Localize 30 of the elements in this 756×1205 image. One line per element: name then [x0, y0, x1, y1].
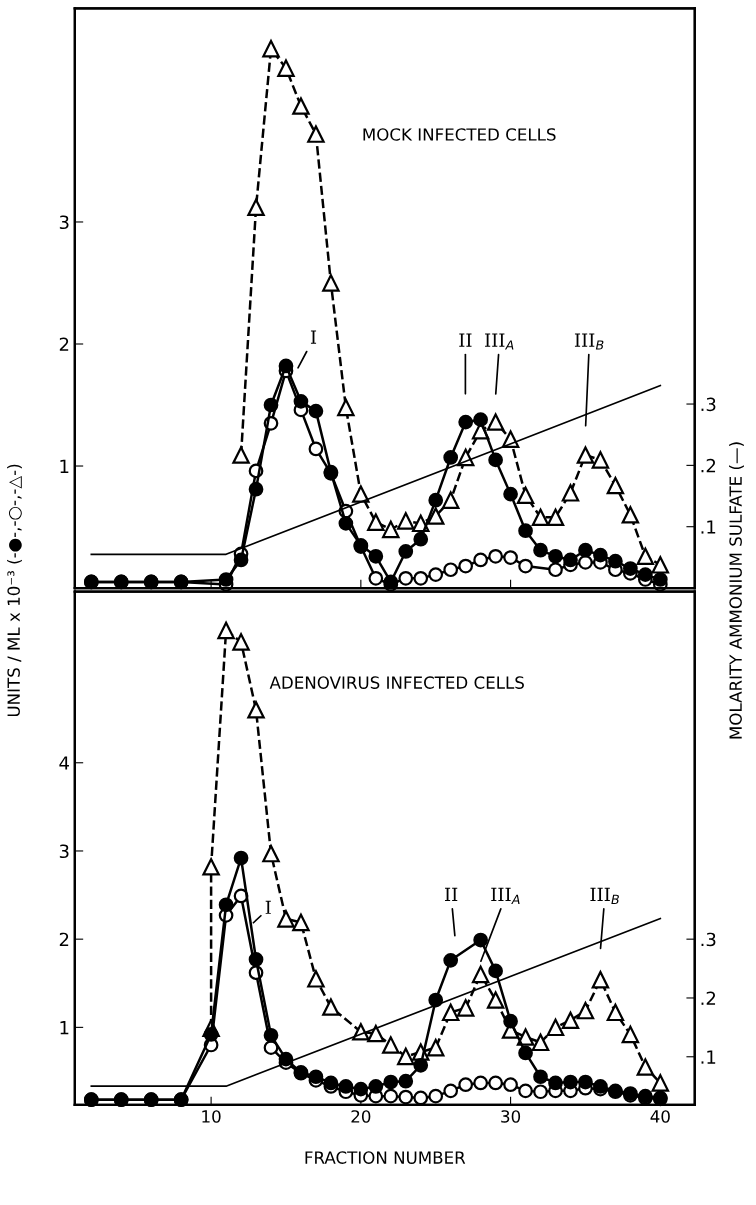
x-tick-label: 30 [501, 1110, 521, 1123]
y-tick-label: 2 [59, 932, 69, 947]
y-tick-label: 3 [59, 215, 69, 230]
y2-tick-label: .3 [701, 397, 716, 412]
y2-tick-label: .2 [701, 458, 716, 473]
annotation: III$_{B}$ [574, 333, 604, 350]
annotation: II [445, 887, 458, 902]
x-axis-title: FRACTION NUMBER [305, 1151, 466, 1164]
y2-tick-label: .2 [701, 991, 716, 1005]
annotation: I [310, 330, 317, 344]
annotation: II [459, 333, 472, 347]
annotation: III$_{B}$ [590, 887, 619, 904]
y-tick-label: 1 [60, 1021, 69, 1035]
y-tick-label: 4 [59, 756, 69, 770]
y2-tick-label: .1 [701, 1050, 716, 1064]
annotation: MOCK INFECTED CELLS [363, 128, 556, 141]
y2-tick-label: .3 [701, 932, 716, 947]
annotation: III$_{A}$ [491, 887, 520, 904]
x-tick-label: 10 [202, 1110, 221, 1123]
annotation: III$_{A}$ [485, 333, 514, 350]
y-tick-label: 1 [60, 459, 69, 473]
y-tick-label: 2 [59, 337, 69, 351]
x-tick-label: 40 [650, 1110, 670, 1123]
y-axis-title: UNITS / ML x 10⁻³ (-●-,-○-,-△-) [7, 464, 22, 717]
annotation: ADENOVIRUS INFECTED CELLS [269, 676, 524, 689]
annotation: I [265, 900, 271, 914]
x-tick-label: 20 [351, 1110, 371, 1123]
y2-tick-label: .1 [701, 520, 716, 534]
y-tick-label: 3 [59, 844, 69, 859]
y2-axis-title: MOLARITY AMMONIUM SULFATE (—) [729, 442, 744, 739]
